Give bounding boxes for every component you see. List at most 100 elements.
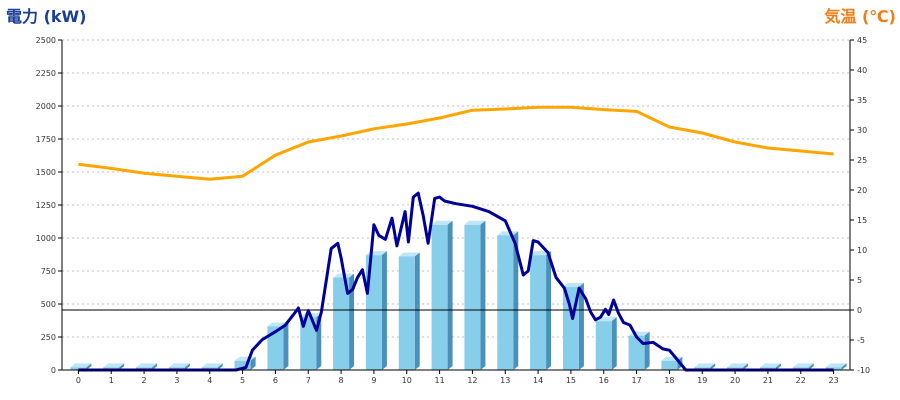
right-tick-label: 25 xyxy=(857,156,867,165)
line-layer xyxy=(62,105,850,372)
power-bar-side xyxy=(381,251,387,370)
power-bar-front xyxy=(234,360,251,370)
x-tick-label: 9 xyxy=(371,376,376,385)
power-bar-top xyxy=(103,363,125,368)
right-tick-label: 30 xyxy=(857,126,867,135)
power-bar-top xyxy=(825,363,847,368)
right-tick-label: 0 xyxy=(857,306,862,315)
power-bar xyxy=(497,231,519,370)
x-tick-label: 10 xyxy=(402,376,412,385)
x-tick-label: 17 xyxy=(631,376,641,385)
power-bar-front xyxy=(365,255,382,370)
power-bar-side xyxy=(480,220,486,370)
x-tick-label: 8 xyxy=(339,376,344,385)
power-bar-side xyxy=(710,363,716,370)
power-bar-top xyxy=(398,252,420,257)
right-tick-label: -10 xyxy=(857,366,870,375)
x-tick-label: 4 xyxy=(207,376,212,385)
power-bar-side xyxy=(841,363,847,370)
x-tick-label: 11 xyxy=(434,376,444,385)
x-tick-label: 15 xyxy=(566,376,576,385)
power-line xyxy=(78,191,834,372)
x-tick-label: 21 xyxy=(763,376,773,385)
right-tick-label: 40 xyxy=(857,66,867,75)
power-bar-front xyxy=(661,360,678,370)
right-tick-label: 5 xyxy=(857,276,862,285)
bar-layer xyxy=(70,220,847,370)
power-bar-top xyxy=(431,220,453,225)
power-bar-top xyxy=(727,363,749,368)
power-bar-front xyxy=(595,321,612,370)
power-bar-front xyxy=(497,235,514,370)
left-tick-label: 1750 xyxy=(36,135,56,144)
power-bar-side xyxy=(775,363,781,370)
x-tick-label: 19 xyxy=(697,376,707,385)
power-bar-top xyxy=(759,363,781,368)
grid-layer xyxy=(62,39,850,338)
power-bar-top xyxy=(168,363,190,368)
power-bar-front xyxy=(530,255,547,370)
left-tick-label: 1500 xyxy=(36,168,56,177)
right-tick-label: 20 xyxy=(857,186,867,195)
power-bar-top xyxy=(70,363,92,368)
left-tick-label: 2250 xyxy=(36,69,56,78)
power-bar-side xyxy=(447,220,453,370)
power-bar-side xyxy=(743,363,749,370)
right-tick-label: -5 xyxy=(857,336,865,345)
power-bar-side xyxy=(414,252,420,370)
power-bar-top xyxy=(562,282,584,287)
power-bar-front xyxy=(628,335,645,370)
x-tick-label: 6 xyxy=(273,376,278,385)
power-bar xyxy=(530,251,552,370)
x-tick-label: 12 xyxy=(467,376,477,385)
power-bar-front xyxy=(398,256,415,370)
power-bar xyxy=(431,220,453,370)
power-bar-side xyxy=(349,273,355,370)
power-bar-front xyxy=(333,277,350,370)
x-tick-label: 23 xyxy=(828,376,838,385)
power-bar-side xyxy=(86,363,92,370)
x-tick-label: 3 xyxy=(174,376,179,385)
power-bar-top xyxy=(201,363,223,368)
x-tick-label: 22 xyxy=(796,376,806,385)
power-bar-top xyxy=(694,363,716,368)
power-bar xyxy=(595,317,617,370)
x-tick-label: 1 xyxy=(109,376,114,385)
axis-layer: 02505007501000125015001750200022502500-1… xyxy=(36,36,870,385)
x-tick-label: 0 xyxy=(76,376,81,385)
power-bar-side xyxy=(578,282,584,370)
left-tick-label: 750 xyxy=(41,267,56,276)
right-tick-label: 35 xyxy=(857,96,867,105)
x-tick-label: 2 xyxy=(142,376,147,385)
power-bar-top xyxy=(792,363,814,368)
x-tick-label: 18 xyxy=(664,376,674,385)
x-tick-label: 16 xyxy=(599,376,609,385)
left-tick-label: 1250 xyxy=(36,201,56,210)
power-bar-front xyxy=(464,224,481,370)
power-bar-side xyxy=(808,363,814,370)
power-bar-side xyxy=(611,317,617,370)
power-bar-front xyxy=(300,317,317,370)
left-tick-label: 250 xyxy=(41,333,56,342)
power-bar xyxy=(464,220,486,370)
left-tick-label: 500 xyxy=(41,300,56,309)
power-bar-side xyxy=(644,331,650,370)
power-bar-top xyxy=(136,363,158,368)
power-bar-side xyxy=(217,363,223,370)
right-tick-label: 15 xyxy=(857,216,867,225)
x-tick-label: 20 xyxy=(730,376,740,385)
left-tick-label: 2500 xyxy=(36,36,56,45)
x-tick-label: 14 xyxy=(533,376,543,385)
power-bar xyxy=(398,252,420,370)
power-bar-side xyxy=(119,363,125,370)
power-bar xyxy=(267,322,289,370)
left-tick-label: 2000 xyxy=(36,102,56,111)
right-tick-label: 45 xyxy=(857,36,867,45)
temperature-line xyxy=(78,105,834,181)
right-axis-title: 気温 (℃) xyxy=(824,7,896,26)
power-bar-side xyxy=(250,356,256,370)
x-tick-label: 5 xyxy=(240,376,245,385)
power-bar-front xyxy=(267,326,284,370)
x-tick-label: 7 xyxy=(306,376,311,385)
